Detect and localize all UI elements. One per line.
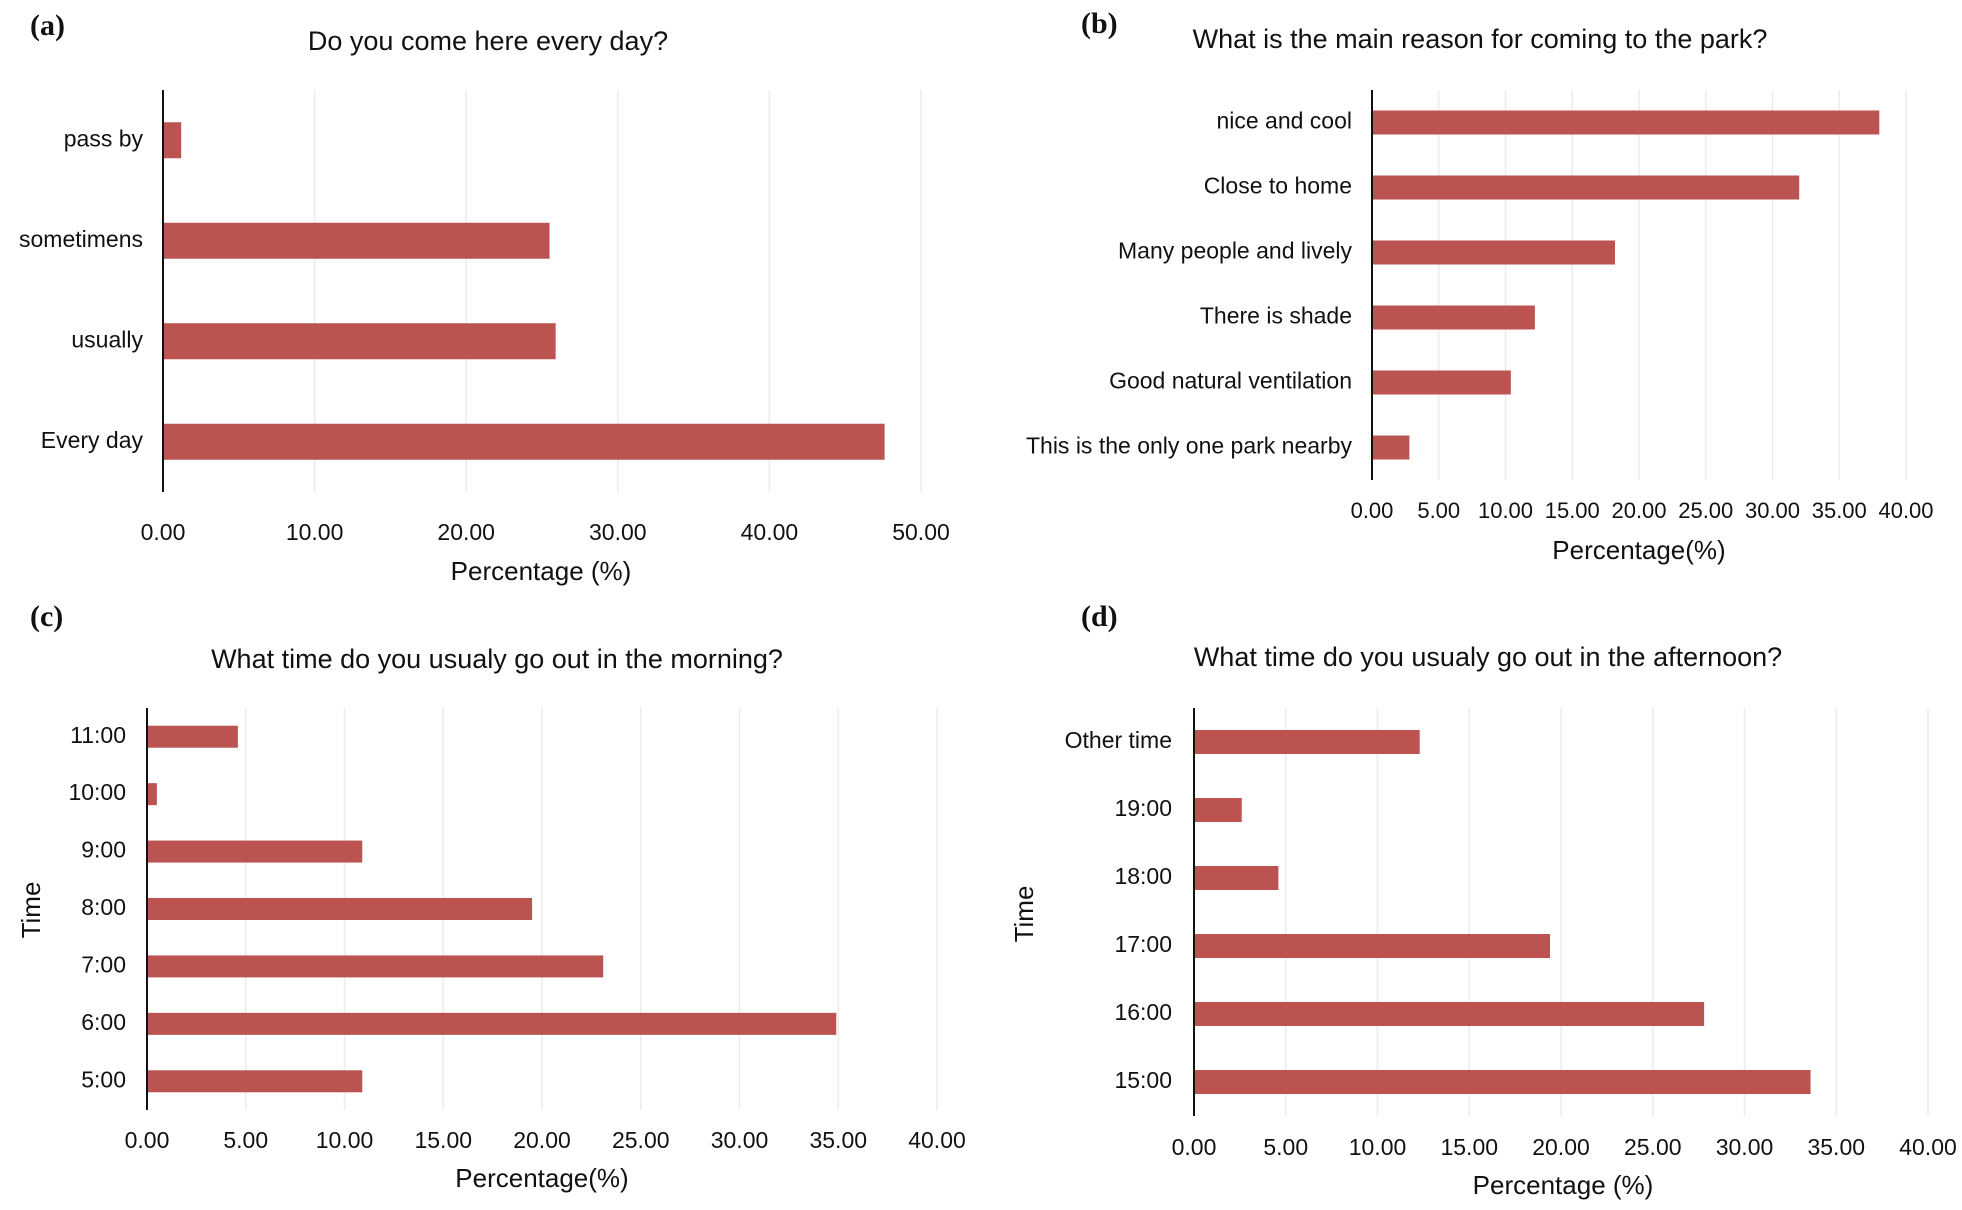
category-label: There is shade	[1200, 303, 1352, 329]
category-label: 11:00	[70, 722, 126, 748]
x-tick-label: 40.00	[741, 519, 799, 545]
y-axis-label: Time	[1009, 886, 1039, 943]
panel-label: (c)	[30, 600, 63, 633]
y-axis-label: Time	[16, 882, 46, 939]
chart-title: What time do you usualy go out in the mo…	[211, 644, 783, 674]
x-tick-label: 40.00	[908, 1127, 966, 1153]
category-label: 18:00	[1114, 863, 1172, 889]
bar	[1372, 175, 1800, 200]
x-tick-label: 10.00	[316, 1127, 374, 1153]
category-label: Other time	[1065, 727, 1172, 753]
category-label: 17:00	[1114, 931, 1172, 957]
bar	[163, 423, 885, 460]
x-tick-label: 25.00	[612, 1127, 670, 1153]
x-tick-label: 15.00	[1545, 498, 1600, 523]
bar	[147, 955, 604, 978]
x-tick-label: 35.00	[809, 1127, 867, 1153]
category-label: 6:00	[81, 1009, 126, 1035]
bar	[147, 840, 363, 863]
category-label: This is the only one park nearby	[1026, 433, 1353, 459]
bar	[1194, 730, 1420, 754]
chart-panel-a: pass by sometimens usually Every day 0.00 10.…	[19, 9, 950, 586]
category-label: Every day	[41, 427, 144, 453]
x-tick-label: 35.00	[1807, 1134, 1865, 1160]
x-axis-label: Percentage (%)	[1473, 1170, 1654, 1200]
x-tick-label: 20.00	[1532, 1134, 1590, 1160]
x-tick-label: 40.00	[1878, 498, 1933, 523]
category-label: Good natural ventilation	[1109, 368, 1352, 394]
bar	[147, 783, 157, 806]
x-tick-label: 25.00	[1624, 1134, 1682, 1160]
bar	[1372, 240, 1615, 265]
chart-title: What is the main reason for coming to th…	[1193, 24, 1768, 54]
bar	[147, 898, 533, 920]
x-tick-label: 25.00	[1678, 498, 1733, 523]
x-tick-label: 30.00	[589, 519, 647, 545]
x-tick-label: 10.00	[1478, 498, 1533, 523]
category-label: pass by	[64, 125, 144, 151]
category-label: 10:00	[68, 779, 126, 805]
bar	[1194, 798, 1242, 822]
bar	[147, 725, 238, 748]
x-tick-label: 5.00	[1263, 1134, 1308, 1160]
bar	[1372, 305, 1535, 330]
x-tick-label: 5.00	[223, 1127, 268, 1153]
category-label: Many people and lively	[1118, 238, 1352, 264]
x-axis-label: Percentage (%)	[451, 556, 632, 586]
bar	[1372, 110, 1880, 135]
bar	[1194, 1002, 1705, 1026]
category-label: nice and cool	[1216, 108, 1352, 134]
x-tick-label: 0.00	[141, 519, 186, 545]
bar	[147, 1012, 837, 1035]
category-label: 8:00	[81, 894, 126, 920]
x-tick-label: 20.00	[437, 519, 495, 545]
category-label: 5:00	[81, 1066, 126, 1092]
chart-title: What time do you usualy go out in the af…	[1194, 642, 1782, 672]
x-tick-label: 0.00	[125, 1127, 170, 1153]
bar	[1194, 1070, 1811, 1094]
category-label: 9:00	[81, 837, 126, 863]
bar	[1372, 370, 1511, 395]
panel-label: (a)	[30, 9, 65, 42]
x-axis-label: Percentage(%)	[455, 1163, 628, 1193]
category-label: usually	[71, 326, 143, 352]
x-tick-label: 20.00	[513, 1127, 571, 1153]
bar	[1194, 866, 1279, 890]
panel-label: (b)	[1081, 7, 1118, 40]
bar	[1194, 934, 1550, 958]
category-label: 16:00	[1114, 999, 1172, 1025]
x-tick-label: 0.00	[1172, 1134, 1217, 1160]
x-tick-label: 30.00	[1716, 1134, 1774, 1160]
category-label: 15:00	[1114, 1067, 1172, 1093]
x-tick-label: 10.00	[1349, 1134, 1407, 1160]
category-label: 19:00	[1114, 795, 1172, 821]
x-tick-label: 0.00	[1351, 498, 1394, 523]
bar	[1372, 435, 1410, 460]
category-label: Close to home	[1204, 173, 1352, 199]
x-tick-label: 30.00	[1745, 498, 1800, 523]
x-tick-label: 40.00	[1899, 1134, 1957, 1160]
bar	[147, 1070, 363, 1093]
chart-panel-c: 11:00 10:00 9:00 8:00 7:00 6:00 5:00 0.00 5.00 10…	[16, 600, 966, 1193]
chart-title: Do you come here every day?	[308, 26, 668, 56]
chart-panel-b: nice and cool Close to home Many people an…	[1026, 7, 1934, 565]
category-label: 7:00	[81, 952, 126, 978]
x-tick-label: 30.00	[711, 1127, 769, 1153]
x-tick-label: 5.00	[1417, 498, 1460, 523]
x-tick-label: 15.00	[1440, 1134, 1498, 1160]
x-tick-label: 10.00	[286, 519, 344, 545]
x-tick-label: 35.00	[1812, 498, 1867, 523]
category-label: sometimens	[19, 226, 143, 252]
bar	[163, 323, 556, 360]
x-tick-label: 50.00	[892, 519, 950, 545]
chart-panel-d: Other time 19:00 18:00 17:00 16:00 15:00 0.00 5…	[1009, 600, 1957, 1200]
x-tick-label: 15.00	[414, 1127, 472, 1153]
bar	[163, 222, 550, 259]
bar	[163, 122, 182, 159]
x-axis-label: Percentage(%)	[1552, 535, 1725, 565]
x-tick-label: 20.00	[1611, 498, 1666, 523]
panel-label: (d)	[1081, 600, 1118, 633]
